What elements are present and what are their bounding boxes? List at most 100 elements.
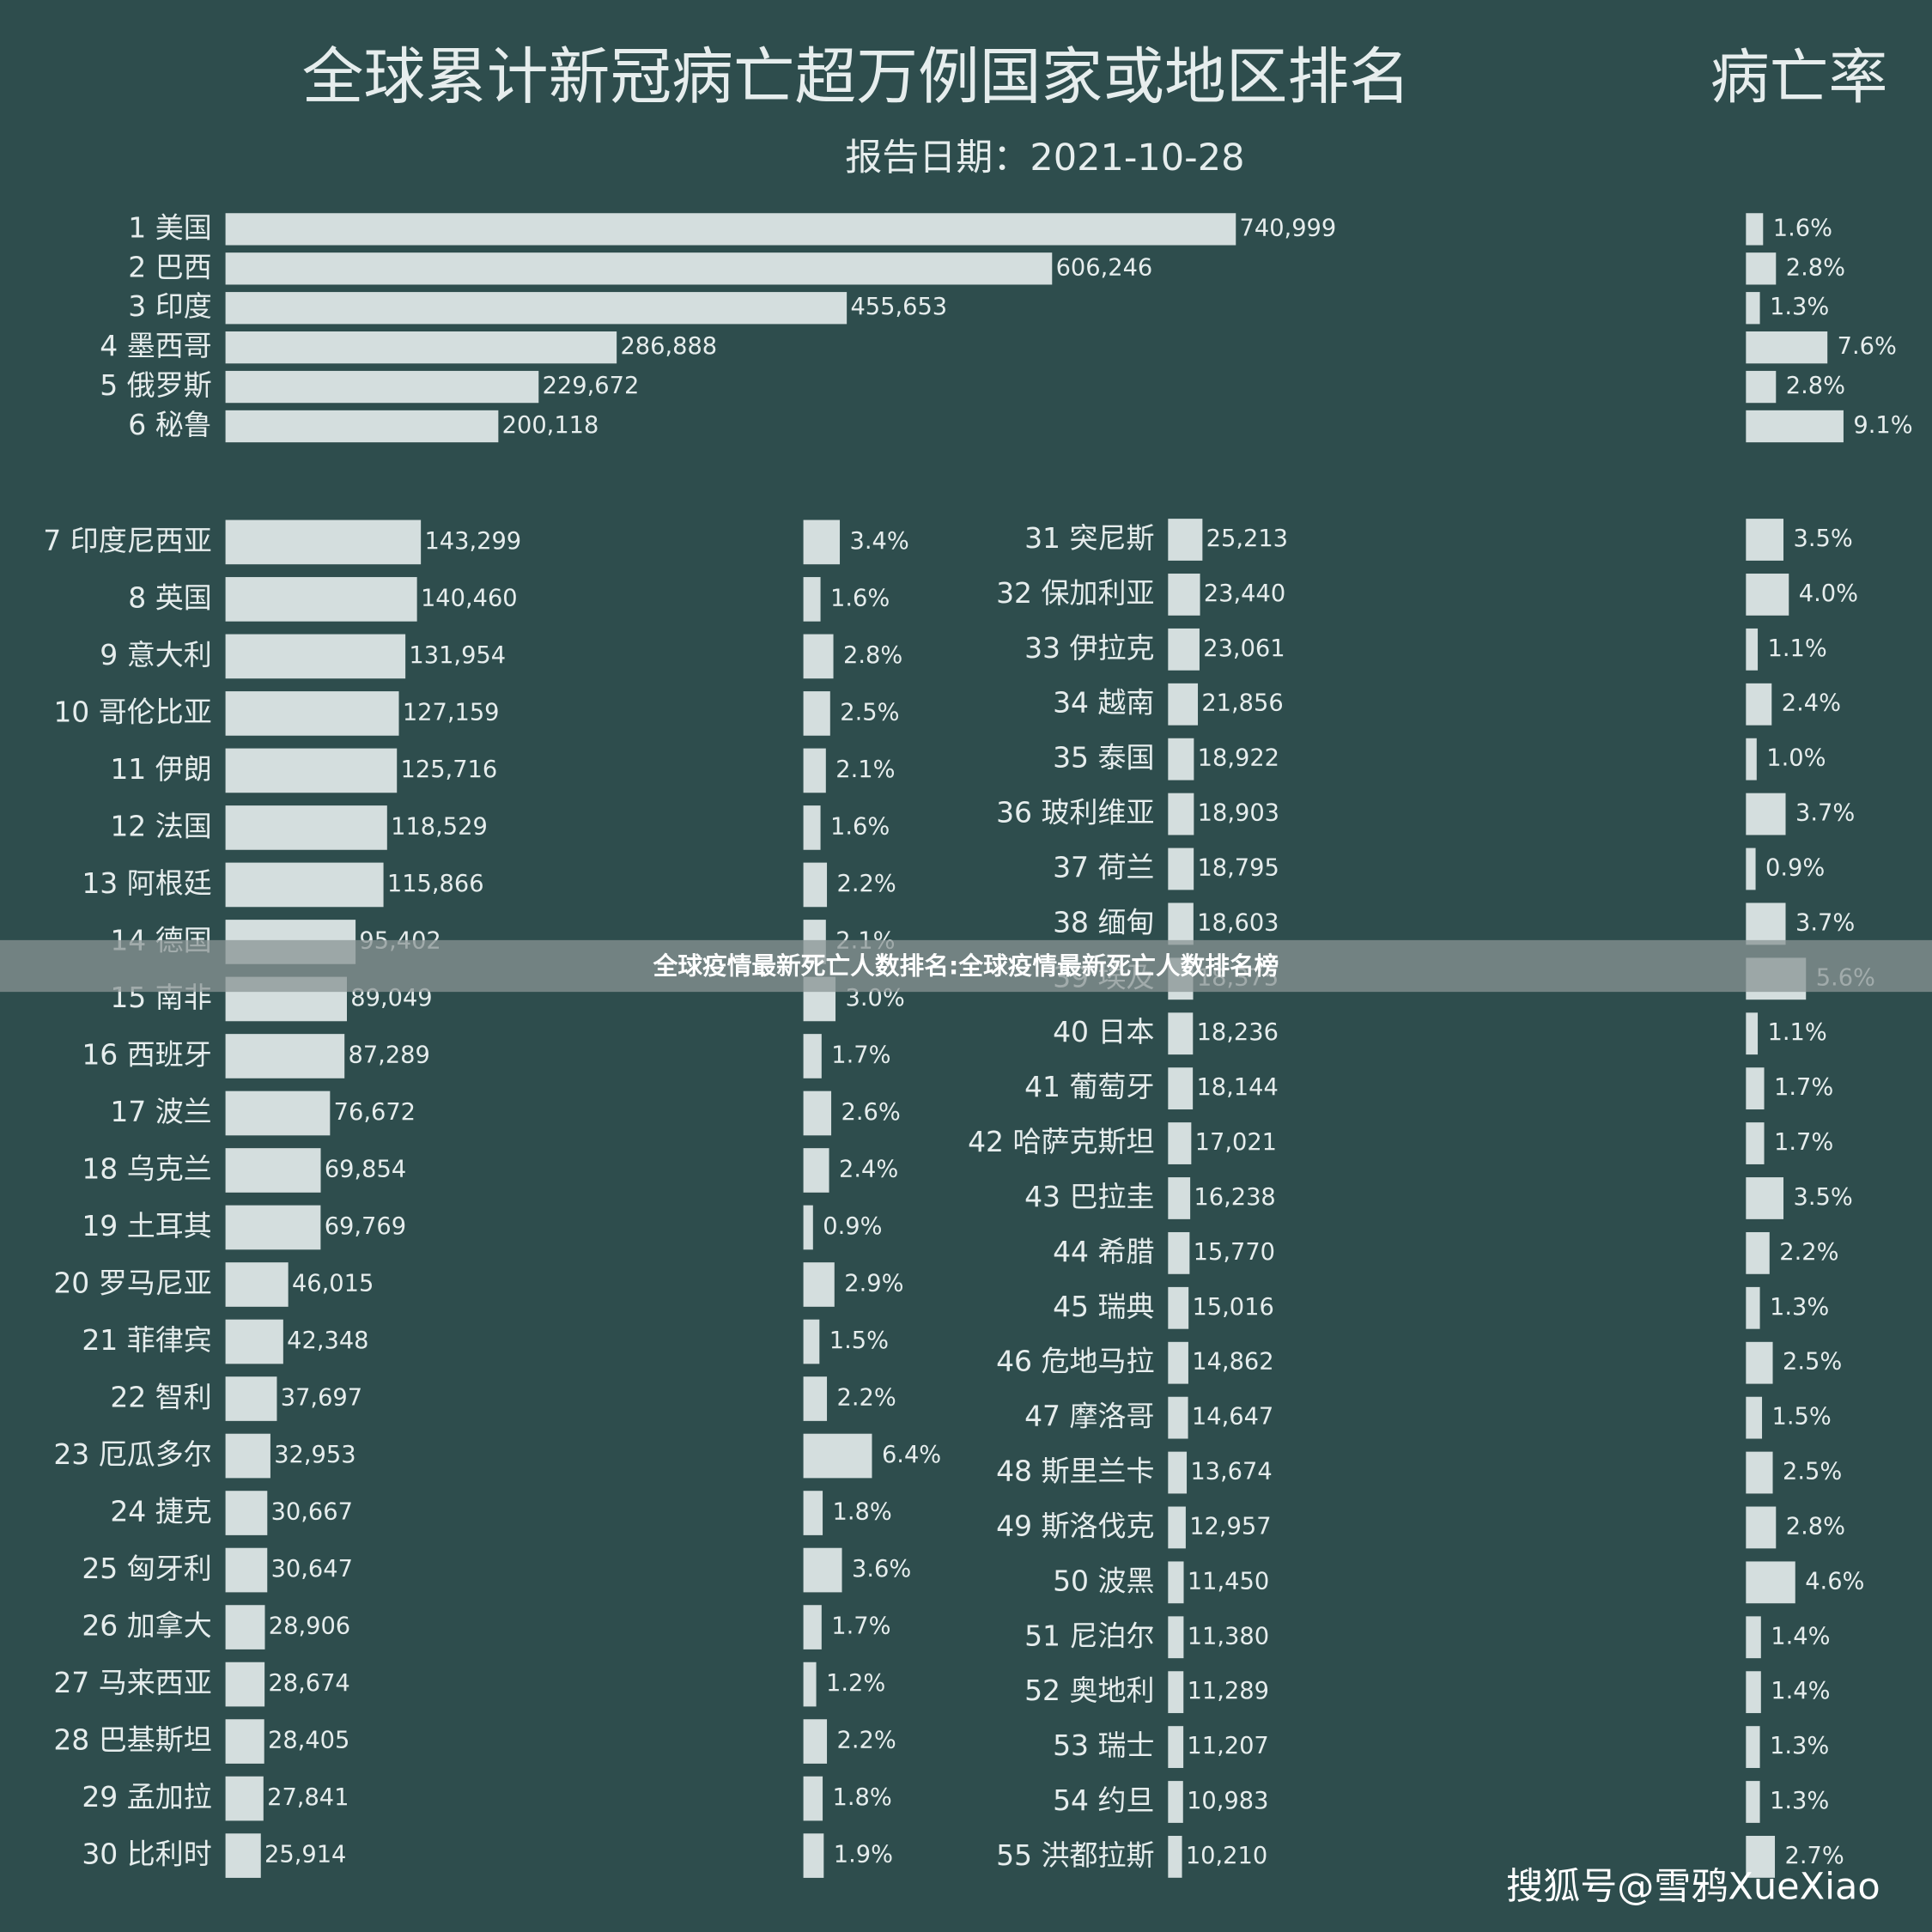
rate-bar: [1746, 1506, 1777, 1549]
death-label: 12,957: [1189, 1513, 1271, 1540]
death-label: 10,210: [1186, 1843, 1267, 1869]
rate-bar: [1746, 370, 1777, 404]
category-label: 52 奥地利: [1024, 1674, 1154, 1707]
rate-bar: [803, 748, 826, 793]
rate-bar: [803, 1091, 832, 1136]
category-label: 50 波黑: [1053, 1564, 1154, 1597]
rate-label: 3.5%: [1793, 1184, 1852, 1211]
death-bar: [225, 252, 1053, 285]
rate-bar: [1746, 331, 1828, 364]
rate-bar: [1746, 1341, 1773, 1384]
category-label: 40 日本: [1053, 1015, 1154, 1048]
category-label: 22 智利: [110, 1381, 211, 1414]
death-label: 69,769: [325, 1213, 406, 1240]
rate-label: 2.4%: [1782, 690, 1841, 717]
rate-label: 1.3%: [1770, 1733, 1829, 1759]
category-label: 19 土耳其: [82, 1209, 211, 1242]
death-bar: [225, 1776, 264, 1821]
death-bar: [1168, 519, 1203, 561]
category-label: 49 斯洛伐克: [996, 1509, 1154, 1542]
rate-label: 3.6%: [852, 1556, 911, 1583]
rate-bar: [803, 1719, 828, 1764]
death-bar: [225, 519, 422, 565]
rate-bar: [803, 634, 834, 679]
death-bar: [225, 634, 406, 679]
rate-label: 2.1%: [835, 756, 895, 783]
death-bar: [225, 1148, 321, 1193]
rate-bar: [1746, 628, 1759, 671]
rate-label: 2.2%: [837, 1385, 896, 1412]
category-label: 35 泰国: [1053, 741, 1154, 775]
watermark: 搜狐号@雪鸦XueXiao: [1506, 1865, 1880, 1908]
category-label: 27 马来西亚: [53, 1666, 211, 1699]
death-label: 30,647: [271, 1556, 353, 1583]
rate-bar: [803, 1491, 823, 1535]
death-label: 28,906: [269, 1613, 350, 1640]
rate-bar: [803, 1433, 872, 1479]
death-bar: [1168, 1231, 1190, 1274]
death-label: 28,674: [268, 1670, 349, 1697]
death-bar: [225, 1034, 345, 1078]
death-bar: [225, 805, 387, 850]
rate-bar: [1746, 683, 1772, 726]
rate-bar: [1746, 738, 1757, 781]
death-label: 10,983: [1187, 1788, 1268, 1814]
category-label: 4 墨西哥: [100, 329, 212, 362]
death-label: 118,529: [391, 813, 488, 840]
category-label: 38 缅甸: [1053, 905, 1154, 939]
rate-bar: [803, 805, 821, 850]
death-bar: [225, 1662, 265, 1707]
category-label: 21 菲律宾: [82, 1323, 211, 1357]
rate-bar: [1746, 1671, 1761, 1714]
rate-bar: [1746, 252, 1777, 285]
rate-bar: [803, 862, 828, 908]
category-label: 54 约旦: [1053, 1783, 1154, 1817]
category-label: 13 阿根廷: [82, 866, 211, 900]
chart-subtitle: 报告日期：2021-10-28: [845, 137, 1244, 179]
rate-label: 2.9%: [844, 1271, 903, 1297]
banner-band: [0, 939, 1932, 993]
rate-label: 4.6%: [1805, 1568, 1864, 1595]
rate-bar: [1746, 848, 1756, 890]
rate-label: 1.7%: [1774, 1129, 1833, 1156]
death-bar: [1168, 1836, 1182, 1878]
category-label: 7 印度尼西亚: [43, 524, 212, 557]
category-label: 20 罗马尼亚: [53, 1267, 211, 1300]
death-bar: [1168, 574, 1200, 616]
category-label: 2 巴西: [128, 250, 211, 283]
death-bar: [225, 1205, 321, 1250]
category-label: 10 哥伦比亚: [53, 695, 211, 728]
category-label: 12 法国: [110, 809, 211, 842]
rate-label: 1.4%: [1771, 1623, 1830, 1649]
death-label: 200,118: [502, 412, 599, 439]
death-bar: [1168, 1341, 1188, 1384]
rate-bar: [803, 1547, 842, 1593]
category-label: 45 瑞典: [1053, 1290, 1154, 1323]
death-bar: [1168, 628, 1200, 671]
death-bar: [225, 1376, 277, 1421]
bars: 1 美国 740,999 1.6% 2 巴西 606,246 2.8% 3 印度 455,65…: [43, 210, 1913, 1878]
death-bar: [1168, 1726, 1184, 1768]
rate-label: 1.4%: [1771, 1678, 1830, 1704]
death-label: 16,238: [1194, 1184, 1275, 1211]
category-label: 26 加拿大: [82, 1609, 211, 1643]
death-label: 229,672: [543, 373, 640, 399]
rate-label: 3.4%: [850, 528, 909, 555]
rate-label: 1.1%: [1768, 1019, 1827, 1046]
rate-bar: [1746, 519, 1784, 561]
rate-label: 3.7%: [1795, 800, 1855, 827]
death-bar: [225, 213, 1236, 246]
rate-bar: [1746, 1451, 1773, 1494]
death-bar: [225, 1547, 268, 1593]
rate-bar: [803, 577, 821, 622]
death-label: 32,953: [274, 1442, 355, 1468]
category-label: 8 英国: [128, 580, 211, 614]
rate-label: 1.5%: [1772, 1404, 1832, 1431]
death-label: 11,289: [1188, 1678, 1269, 1704]
rate-bar: [1746, 902, 1786, 945]
rate-bar: [1746, 1781, 1760, 1823]
category-label: 51 尼泊尔: [1024, 1619, 1154, 1652]
category-label: 37 荷兰: [1053, 850, 1154, 884]
death-label: 286,888: [620, 333, 717, 360]
rate-label: 1.8%: [833, 1499, 892, 1526]
